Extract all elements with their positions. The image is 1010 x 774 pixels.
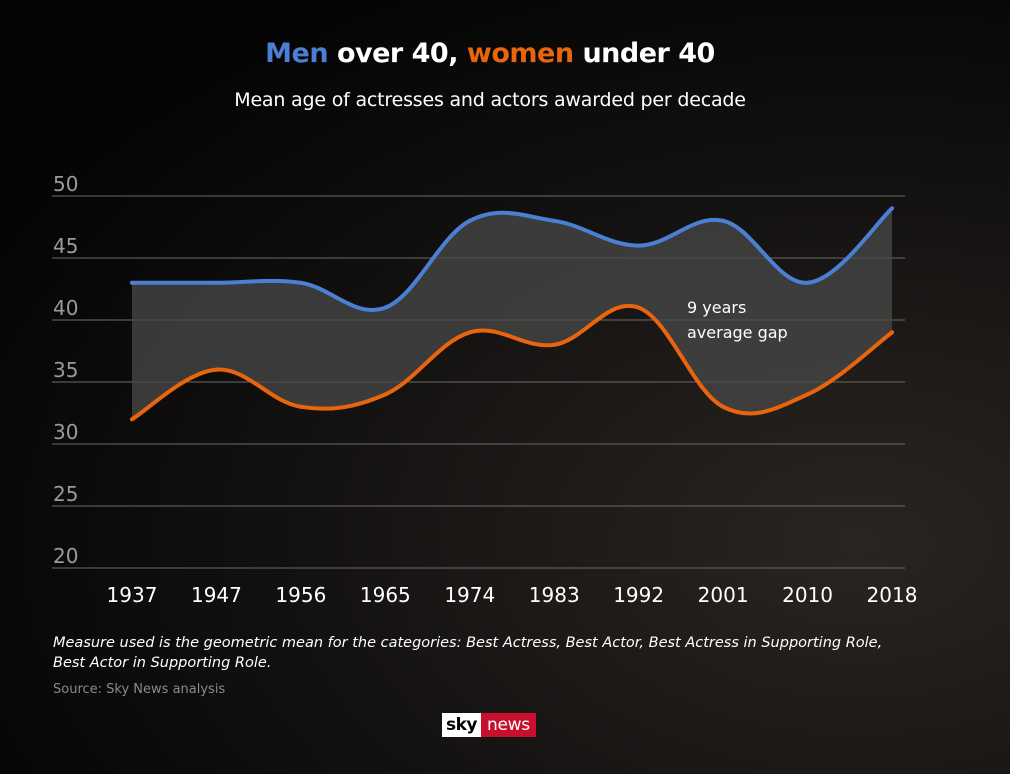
title-over-40: over 40, — [328, 38, 467, 69]
title-women: women — [466, 38, 574, 69]
footnote: Measure used is the geometric mean for t… — [53, 633, 953, 673]
y-tick-label: 45 — [53, 234, 78, 258]
women-data-point — [467, 330, 472, 335]
title-men: Men — [265, 38, 329, 69]
women-data-point — [805, 392, 810, 397]
x-tick-label: 2010 — [782, 583, 833, 607]
footnote-line1: Measure used is the geometric mean for t… — [53, 635, 883, 651]
women-data-point — [298, 404, 303, 409]
men-data-point — [890, 206, 894, 211]
women-series-line — [130, 303, 894, 422]
gap-area — [132, 208, 892, 420]
women-data-point — [130, 417, 134, 422]
y-tick-label: 25 — [53, 482, 78, 506]
x-tick-label: 1974 — [444, 583, 495, 607]
y-tick-label: 35 — [53, 358, 78, 382]
men-data-point — [721, 218, 726, 223]
x-tick-label: 2018 — [867, 583, 918, 607]
men-data-point — [298, 280, 303, 285]
y-tick-label: 40 — [53, 296, 78, 320]
women-data-point — [552, 342, 557, 347]
chart-subtitle: Mean age of actresses and actors awarded… — [234, 89, 746, 111]
y-tick-label: 20 — [53, 544, 78, 568]
women-data-point — [890, 330, 894, 335]
men-data-point — [636, 243, 641, 248]
x-tick-label: 1947 — [191, 583, 242, 607]
footnote-line2: Best Actor in Supporting Role. — [53, 655, 272, 671]
men-series-line — [130, 206, 894, 312]
men-data-point — [383, 305, 388, 310]
source-note: Source: Sky News analysis — [53, 682, 226, 697]
women-data-point — [721, 404, 726, 409]
x-tick-label: 2001 — [698, 583, 749, 607]
women-data-point — [214, 367, 219, 372]
men-data-point — [214, 280, 219, 285]
x-tick-label: 1937 — [107, 583, 158, 607]
chart-title: Men over 40, women under 40 — [0, 38, 980, 69]
gap-annotation-line1: 9 years — [687, 298, 746, 317]
x-axis-ticks: 1937 1947 1956 1965 1974 1983 1992 2001 2010 2018 — [107, 583, 918, 607]
women-data-point — [383, 392, 388, 397]
men-data-point — [130, 280, 134, 285]
logo-news: news — [481, 713, 536, 737]
data-points — [130, 206, 894, 422]
women-data-point — [636, 305, 641, 310]
logo-sky: sky — [442, 713, 482, 737]
sky-news-logo: sky news — [442, 713, 536, 737]
title-under-40: under 40 — [573, 38, 715, 69]
x-tick-label: 1983 — [529, 583, 580, 607]
y-tick-label: 50 — [53, 172, 78, 196]
y-axis-ticks: 50 45 40 35 30 25 20 — [53, 172, 78, 568]
men-data-point — [552, 218, 557, 223]
gap-annotation-line2: average gap — [687, 323, 788, 342]
men-data-point — [467, 218, 472, 223]
x-tick-label: 1956 — [275, 583, 326, 607]
men-data-point — [805, 280, 810, 285]
y-tick-label: 30 — [53, 420, 78, 444]
x-tick-label: 1992 — [613, 583, 664, 607]
x-tick-label: 1965 — [360, 583, 411, 607]
